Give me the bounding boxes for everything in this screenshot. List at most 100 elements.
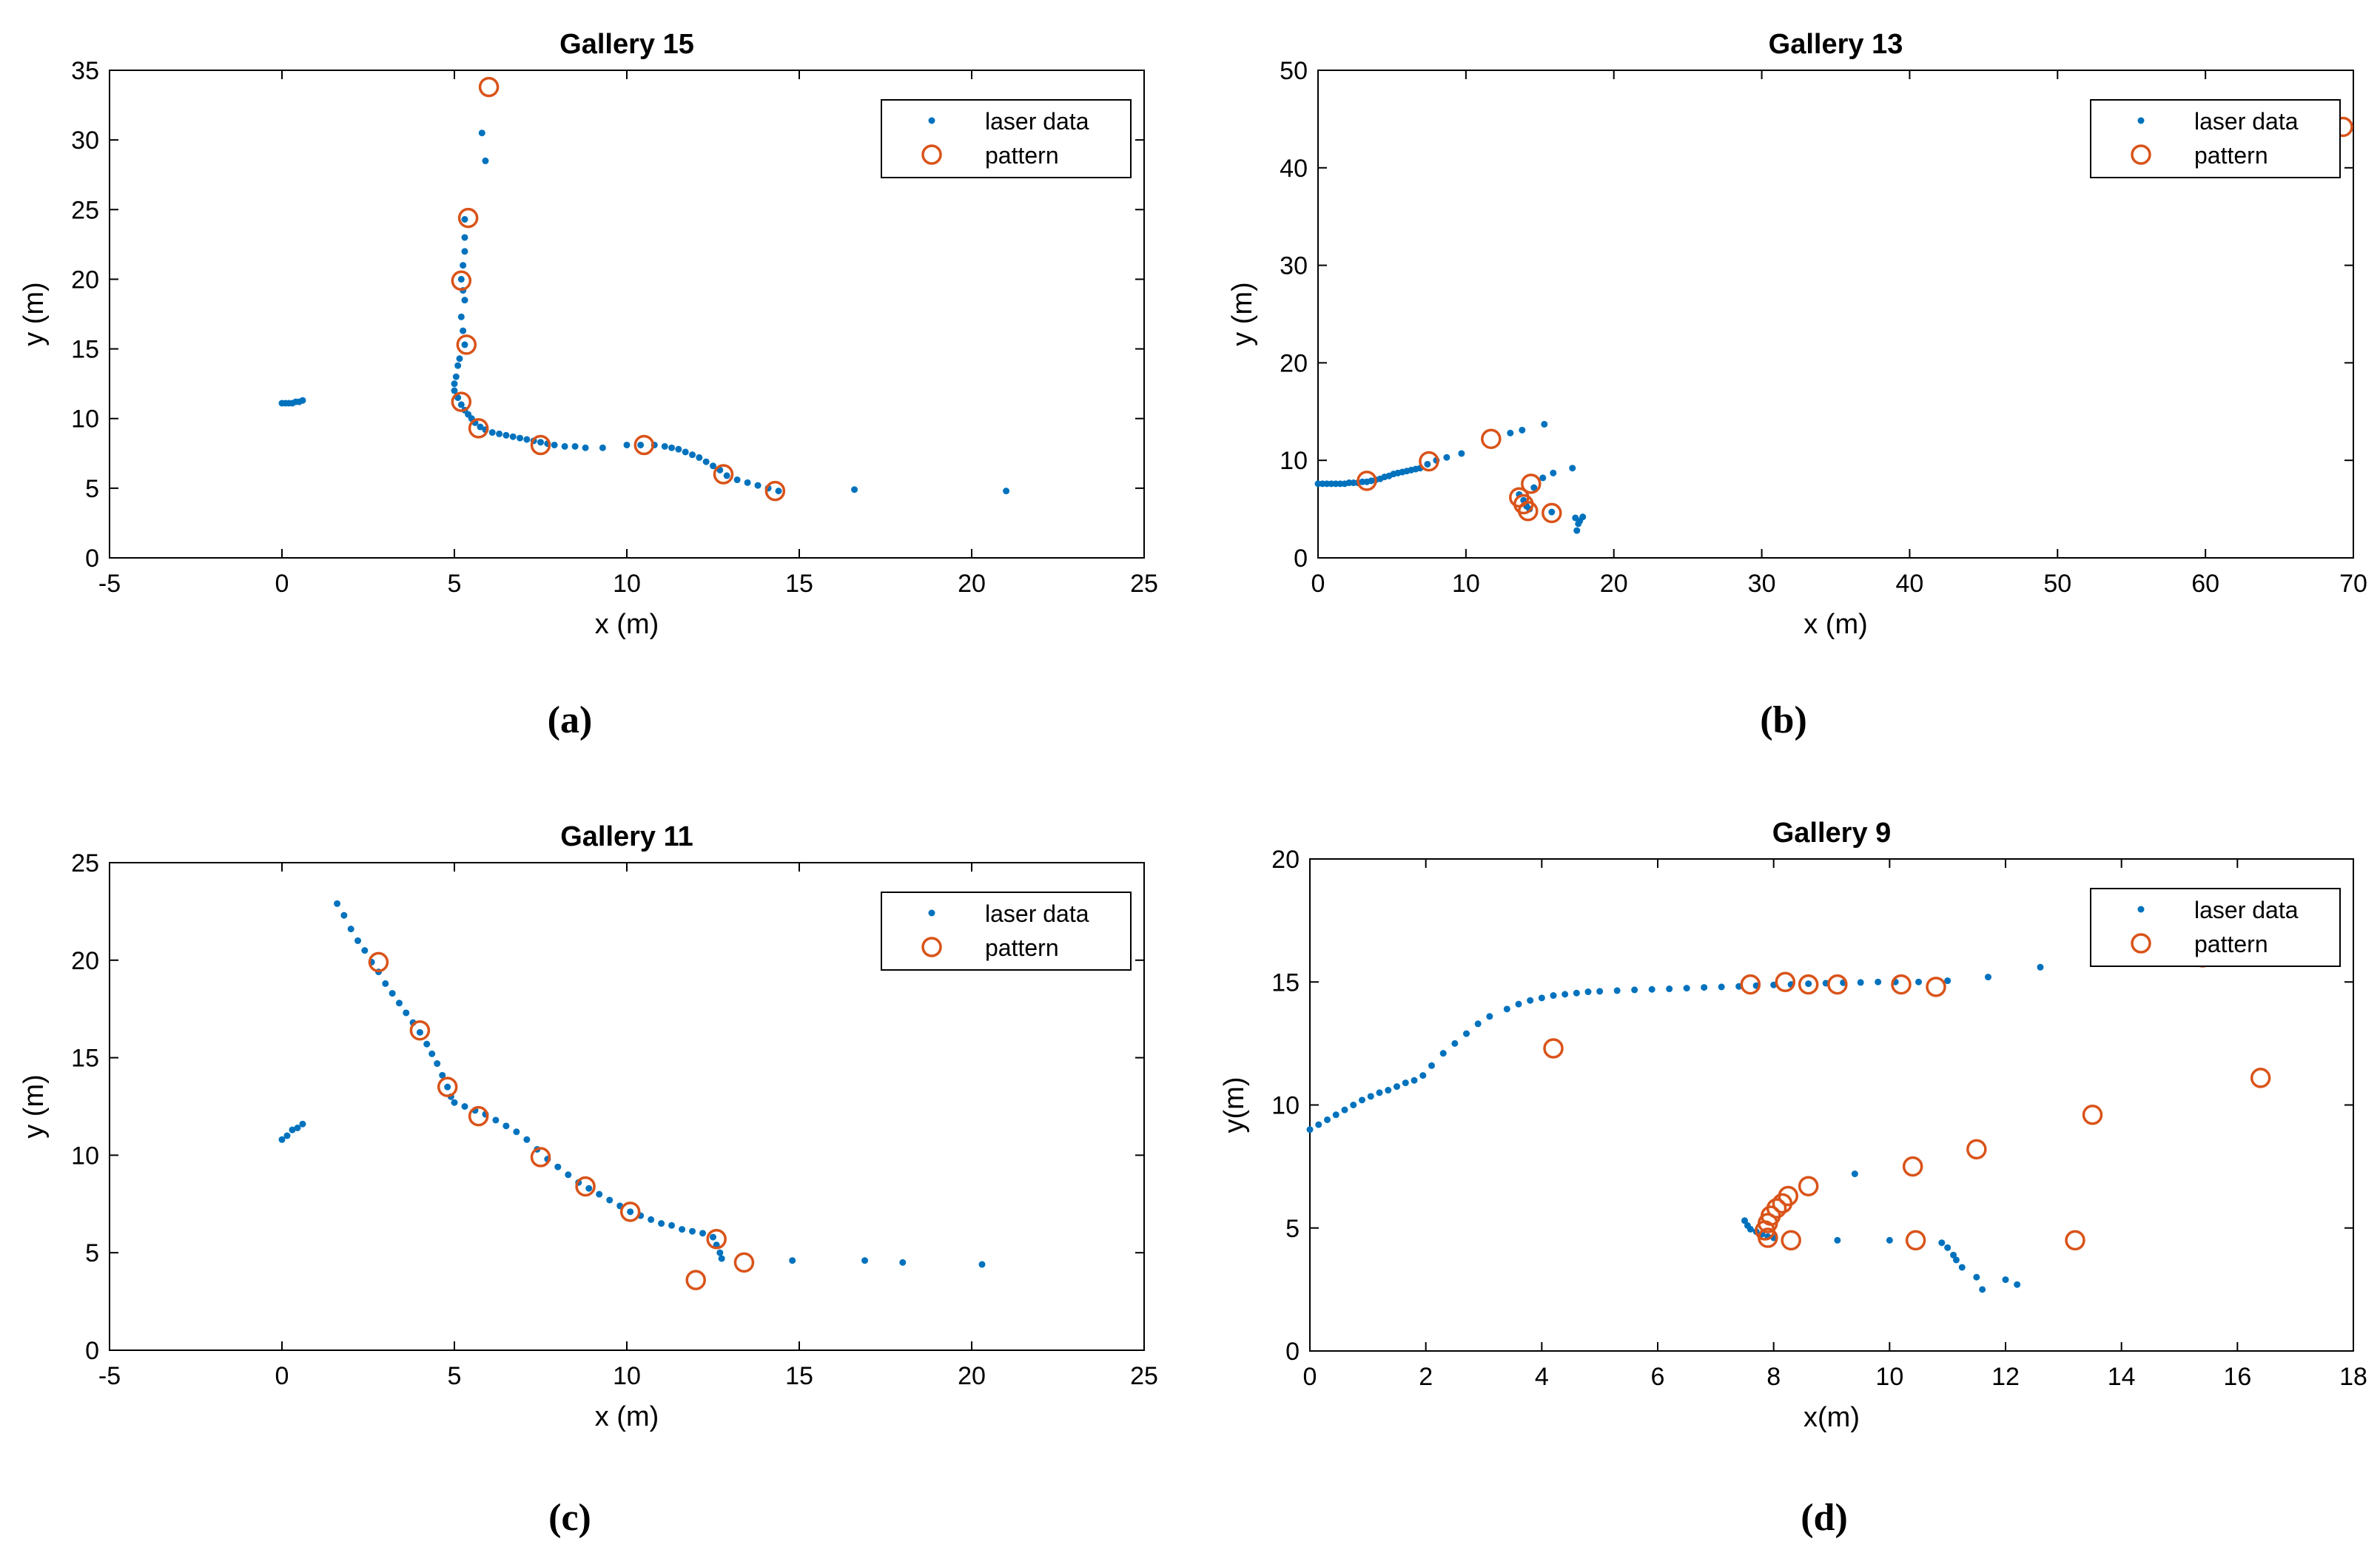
laser-data-point [299, 1120, 306, 1128]
laser-data-point [699, 1230, 707, 1237]
laser-data-point [482, 157, 489, 164]
pattern-point [2082, 1105, 2103, 1125]
legend-label-laser: laser data [985, 900, 1089, 927]
series-pattern [368, 951, 755, 1290]
laser-data-point [1596, 988, 1604, 995]
laser-data-point [488, 429, 496, 437]
laser-data-point [1548, 508, 1556, 516]
laser-data-point [361, 947, 369, 954]
laser-data-point [702, 458, 710, 465]
laser-data-point [457, 401, 465, 408]
laser-data-point [496, 430, 503, 437]
chart-title: Gallery 15 [559, 29, 694, 60]
x-axis-label: x (m) [595, 1401, 659, 1432]
legend-pattern-marker [921, 937, 942, 957]
laser-data-point [1503, 1005, 1510, 1013]
pattern-point [1926, 977, 1946, 997]
legend-pattern-marker [921, 144, 942, 165]
pattern-point [530, 1147, 551, 1167]
panel-caption: (b) [1760, 699, 1807, 741]
laser-data-point [1003, 488, 1010, 495]
pattern-point [1902, 1156, 1923, 1177]
x-tick-label: 14 [2108, 1363, 2136, 1391]
laser-data-point [1458, 450, 1465, 457]
laser-data-point [451, 380, 458, 388]
pattern-point [2250, 1068, 2271, 1088]
y-tick-label: 5 [85, 475, 99, 503]
pattern-point [456, 334, 477, 355]
laser-data-point [1741, 1217, 1748, 1224]
laser-data-point [2014, 1281, 2021, 1288]
legend: laser data pattern [2090, 888, 2341, 967]
laser-data-point [851, 486, 858, 493]
legend-box [2090, 99, 2341, 178]
legend-pattern-marker [2131, 933, 2151, 954]
y-tick-label: 0 [85, 545, 99, 573]
x-tick-label: 2 [1419, 1363, 1433, 1391]
laser-data-point [861, 1257, 869, 1264]
x-tick-label: 70 [2339, 570, 2367, 598]
pattern-point [1798, 1176, 1819, 1196]
laser-data-point [1315, 1121, 1322, 1128]
pattern-point [1357, 471, 1377, 491]
laser-data-point [554, 1163, 562, 1170]
laser-data-point [439, 1071, 446, 1079]
pattern-point [575, 1176, 596, 1197]
laser-data-point [775, 488, 782, 495]
x-tick-label: 16 [2223, 1363, 2251, 1391]
laser-data-point [517, 434, 524, 442]
series-pattern [1543, 947, 2271, 1251]
series-laser-data [278, 129, 1010, 495]
pattern-point [530, 434, 551, 456]
laser-data-point [1385, 1087, 1392, 1094]
x-tick-label: 4 [1535, 1363, 1549, 1391]
laser-data-point [658, 1220, 665, 1227]
laser-data-point [723, 472, 730, 479]
laser-data-point [461, 1103, 468, 1110]
y-tick-label: 10 [1280, 447, 1308, 475]
legend-label-laser: laser data [2194, 108, 2299, 135]
laser-data-point [1350, 1102, 1357, 1108]
laser-data-point [456, 355, 463, 363]
y-tick-label: 40 [1280, 155, 1308, 183]
laser-data-point [1324, 1116, 1331, 1123]
laser-data-point [1952, 1256, 1960, 1264]
laser-data-point [1486, 1013, 1493, 1020]
x-tick-label: 12 [1991, 1363, 2020, 1391]
laser-data-point [596, 1190, 603, 1198]
laser-data-point [1527, 997, 1534, 1004]
laser-data-point [1341, 1106, 1348, 1113]
laser-data-point [599, 444, 606, 451]
series-laser-data [1306, 963, 2044, 1293]
laser-data-point [389, 990, 396, 997]
laser-data-point [454, 362, 462, 369]
x-tick-label: 10 [613, 570, 641, 598]
laser-data-point [1550, 469, 1557, 476]
pattern-point [706, 1228, 727, 1250]
laser-data-point [1648, 985, 1655, 993]
laser-data-point [637, 441, 645, 448]
x-tick-label: 5 [448, 1362, 462, 1390]
legend: laser data pattern [881, 99, 1132, 178]
laser-data-point [478, 129, 485, 137]
x-tick-label: 20 [958, 570, 986, 598]
legend-box [2090, 888, 2341, 967]
laser-data-point [1973, 1273, 1980, 1281]
laser-data-point [668, 444, 676, 451]
pattern-point [1827, 974, 1848, 995]
y-axis-label: y (m) [19, 1074, 50, 1139]
laser-data-point [1539, 474, 1547, 482]
laser-data-point [668, 1222, 676, 1229]
laser-data-point [571, 442, 579, 450]
laser-data-point [2002, 1276, 2009, 1284]
laser-data-point [1857, 979, 1864, 986]
laser-data-point [1886, 1236, 1893, 1244]
laser-data-point [395, 1000, 403, 1007]
legend-box [881, 892, 1132, 971]
x-tick-label: 0 [275, 570, 289, 598]
y-tick-label: 30 [71, 127, 99, 155]
chart-title: Gallery 11 [560, 821, 693, 852]
laser-data-point [461, 248, 468, 255]
laser-data-point [1875, 978, 1882, 985]
